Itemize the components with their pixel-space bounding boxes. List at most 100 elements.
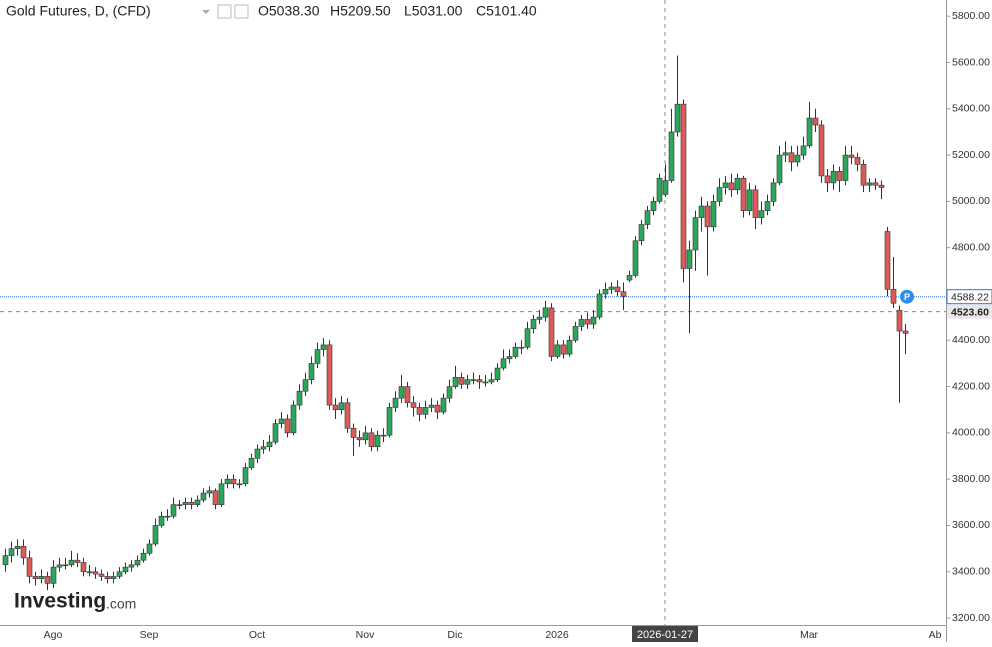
last-price-box	[946, 289, 992, 305]
candle-body	[44, 576, 51, 584]
candle-body	[662, 180, 669, 195]
x-tick-label: Ab	[929, 629, 942, 641]
candle-body	[542, 307, 549, 318]
x-tick-label: 2026	[545, 629, 569, 641]
x-tick-label: Sep	[140, 629, 159, 641]
candle-body	[590, 316, 597, 325]
candle-body	[200, 492, 207, 501]
candle-body	[134, 559, 141, 566]
candle-body	[398, 386, 405, 399]
candle-body	[302, 379, 309, 392]
candle-body	[164, 515, 171, 518]
candle-body	[332, 404, 339, 411]
candle-body	[380, 434, 387, 437]
ohlc-value: C5101.40	[476, 3, 537, 19]
candle-body	[272, 423, 279, 443]
candle-body	[716, 187, 723, 202]
candle-body	[182, 502, 189, 505]
candle-body	[74, 559, 81, 563]
candle-body	[878, 184, 885, 188]
candle-body	[110, 576, 117, 580]
candle-body	[626, 275, 633, 281]
crosshair-price-label: 4523.60	[951, 306, 989, 318]
candle-body	[230, 478, 237, 485]
candle-body	[218, 483, 225, 505]
candle-body	[284, 418, 291, 434]
header: Gold Futures, D, (CFD)	[6, 3, 249, 19]
candle-body	[644, 210, 651, 225]
crosshair-price-box	[947, 304, 992, 319]
candle-body	[50, 566, 57, 584]
candle-body	[812, 117, 819, 126]
hide-icon[interactable]	[234, 4, 249, 19]
candle-body	[548, 307, 555, 357]
ohlc-value: H5209.50	[330, 3, 391, 19]
candle-body	[554, 344, 561, 357]
candle-body	[512, 346, 519, 357]
candle-body	[8, 548, 15, 556]
candle-body	[266, 441, 273, 448]
y-tick-label: 5600.00	[952, 56, 990, 68]
candle-body	[884, 231, 891, 290]
candle-body	[500, 358, 507, 369]
symbol-title[interactable]: Gold Futures, D, (CFD)	[6, 3, 151, 19]
candle-body	[128, 564, 135, 568]
candle-body	[56, 564, 63, 568]
candle-body	[242, 467, 249, 485]
candle-body	[824, 175, 831, 184]
candle-body	[278, 418, 285, 424]
plot-area	[0, 0, 946, 625]
candle-body	[236, 483, 243, 486]
candle-body	[506, 356, 513, 360]
candle-body	[890, 289, 897, 304]
candle-body	[254, 448, 261, 459]
candle-body	[152, 525, 159, 545]
candle-body	[38, 576, 45, 580]
ohlc-value: L5031.00	[404, 3, 463, 19]
price-marker-label: P	[904, 292, 910, 302]
ohlc-value: O5038.30	[258, 3, 320, 19]
candle-body	[698, 205, 705, 218]
candle-body	[722, 182, 729, 188]
candle-body	[578, 319, 585, 327]
settings-icon[interactable]	[217, 4, 232, 19]
candle-body	[356, 437, 363, 441]
candle-body	[362, 432, 369, 441]
candle-body	[638, 224, 645, 242]
candle-body	[560, 344, 567, 355]
y-tick-label: 4800.00	[952, 241, 990, 253]
candle-body	[728, 182, 735, 191]
candle-body	[452, 377, 459, 387]
candle-body	[830, 170, 837, 184]
candle-body	[92, 571, 99, 575]
candle-body	[800, 145, 807, 156]
candle-body	[806, 117, 813, 147]
candle-body	[584, 319, 591, 325]
candle-body	[746, 189, 753, 211]
candle-body	[464, 379, 471, 385]
y-tick-label: 5800.00	[952, 10, 990, 22]
candle-body	[650, 201, 657, 211]
candle-body	[566, 339, 573, 355]
candle-body	[842, 154, 849, 181]
candle-body	[470, 379, 477, 381]
candle-body	[404, 386, 411, 404]
dropdown-arrow[interactable]	[202, 10, 210, 14]
candle-body	[530, 319, 537, 330]
candle-body	[122, 566, 129, 573]
candle-body	[524, 328, 531, 348]
candle-body	[632, 240, 639, 276]
candle-body	[146, 543, 153, 554]
candle-body	[260, 446, 267, 450]
candle-body	[188, 502, 195, 505]
candle-body	[602, 289, 609, 295]
candle-body	[350, 427, 357, 438]
y-tick-label: 3600.00	[952, 519, 990, 531]
candle-body	[116, 571, 123, 577]
candle-body	[620, 291, 627, 297]
candle-body	[80, 562, 87, 573]
candle-body	[896, 309, 903, 332]
y-tick-label: 4200.00	[952, 380, 990, 392]
candle-body	[704, 205, 711, 228]
y-tick-label: 3200.00	[952, 612, 990, 624]
